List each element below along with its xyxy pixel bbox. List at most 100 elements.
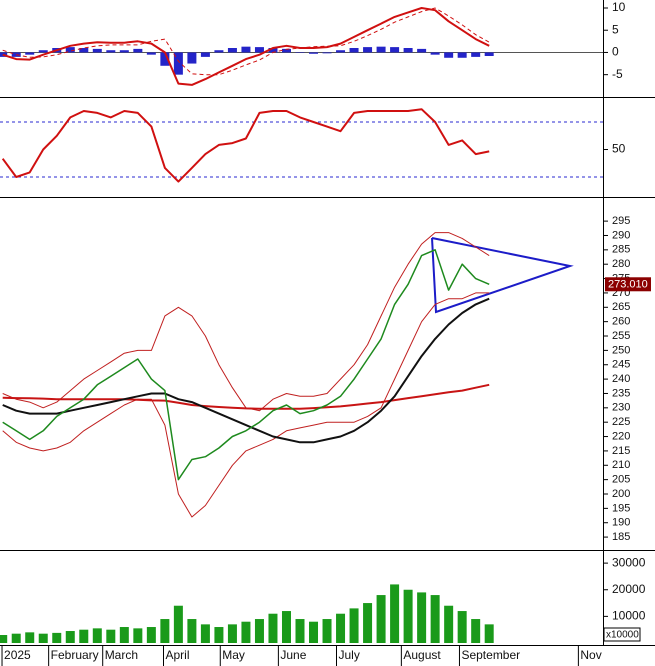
line-series <box>2 297 490 444</box>
bar <box>11 633 21 643</box>
bar <box>336 613 346 643</box>
x-tick-label: April <box>166 648 190 662</box>
y-tick-label: 295 <box>612 215 630 227</box>
y-tick-label: 185 <box>612 531 630 543</box>
bar <box>281 611 291 643</box>
bar <box>403 589 413 643</box>
bar <box>92 48 102 53</box>
bar <box>200 624 210 643</box>
y-tick-label: 250 <box>612 344 630 356</box>
bar <box>106 50 116 53</box>
unit-label: x10000 <box>606 630 639 641</box>
line-series <box>2 7 490 86</box>
y-tick-label: 245 <box>612 359 630 371</box>
unit-box <box>603 627 641 642</box>
bar <box>430 595 440 643</box>
bar <box>444 605 454 643</box>
bar <box>25 52 35 55</box>
line-series <box>1 108 490 183</box>
x-tick-label: July <box>338 648 359 662</box>
bar <box>322 52 332 54</box>
x-tick-label: August <box>403 648 441 662</box>
bar <box>484 624 494 643</box>
bar <box>376 595 386 643</box>
y-tick-label: 10000 <box>612 609 646 623</box>
bar <box>241 46 251 53</box>
bar <box>471 619 481 643</box>
bar <box>471 52 481 57</box>
bar <box>417 48 427 53</box>
bar <box>309 52 319 54</box>
bar <box>38 633 48 643</box>
bar <box>390 584 400 643</box>
bar <box>254 47 264 53</box>
y-tick-label: 5 <box>612 22 619 36</box>
bar <box>52 632 62 643</box>
bar <box>65 47 75 53</box>
x-tick-label: February <box>51 648 99 662</box>
bar <box>119 627 129 643</box>
bar <box>295 52 305 53</box>
bar <box>146 52 156 55</box>
x-tick-label: June <box>280 648 306 662</box>
bar <box>363 47 373 53</box>
bar <box>187 52 197 64</box>
y-tick-label: 10 <box>612 0 626 14</box>
bar <box>457 611 467 643</box>
bar <box>417 592 427 643</box>
bar <box>322 619 332 643</box>
y-tick-label: 230 <box>612 402 630 414</box>
x-tick-label: 2025 <box>4 648 31 662</box>
bar <box>160 52 170 66</box>
y-tick-label: 265 <box>612 301 630 313</box>
bar <box>390 47 400 53</box>
bar <box>281 48 291 53</box>
bar <box>444 52 454 58</box>
y-tick-label: 280 <box>612 258 630 270</box>
y-tick-label: 200 <box>612 488 630 500</box>
bar <box>227 624 237 643</box>
bar <box>119 50 129 53</box>
x-tick-label: May <box>222 648 245 662</box>
y-tick-label: 210 <box>612 459 630 471</box>
y-tick-label: 195 <box>612 502 630 514</box>
bar <box>0 635 8 643</box>
bar <box>25 632 35 643</box>
y-tick-label: 235 <box>612 387 630 399</box>
bar <box>200 52 210 57</box>
x-tick-label: Nov <box>580 648 601 662</box>
bar <box>227 48 237 53</box>
bar <box>349 48 359 53</box>
y-tick-label: 225 <box>612 416 630 428</box>
y-tick-label: 30000 <box>612 555 646 569</box>
bar <box>173 52 183 75</box>
bar <box>363 603 373 643</box>
bar <box>79 629 89 643</box>
bar <box>403 48 413 53</box>
y-tick-label: 220 <box>612 430 630 442</box>
y-tick-label: 285 <box>612 244 630 256</box>
bar <box>457 52 467 58</box>
bar <box>160 619 170 643</box>
bar <box>79 48 89 53</box>
y-tick-label: 290 <box>612 229 630 241</box>
y-tick-label: 255 <box>612 330 630 342</box>
line-series <box>2 292 490 518</box>
y-tick-label: 240 <box>612 373 630 385</box>
bar <box>268 48 278 53</box>
y-tick-label: -5 <box>612 67 623 81</box>
y-tick-label: 205 <box>612 474 630 486</box>
bar <box>146 627 156 643</box>
bar <box>484 52 494 56</box>
bar <box>187 619 197 643</box>
bar <box>92 628 102 643</box>
bar <box>133 48 143 53</box>
x-tick-label: September <box>461 648 520 662</box>
bar <box>173 605 183 643</box>
bar <box>133 628 143 643</box>
y-tick-label: 50 <box>612 142 626 156</box>
trend-lines <box>431 237 574 314</box>
bar <box>430 52 440 55</box>
